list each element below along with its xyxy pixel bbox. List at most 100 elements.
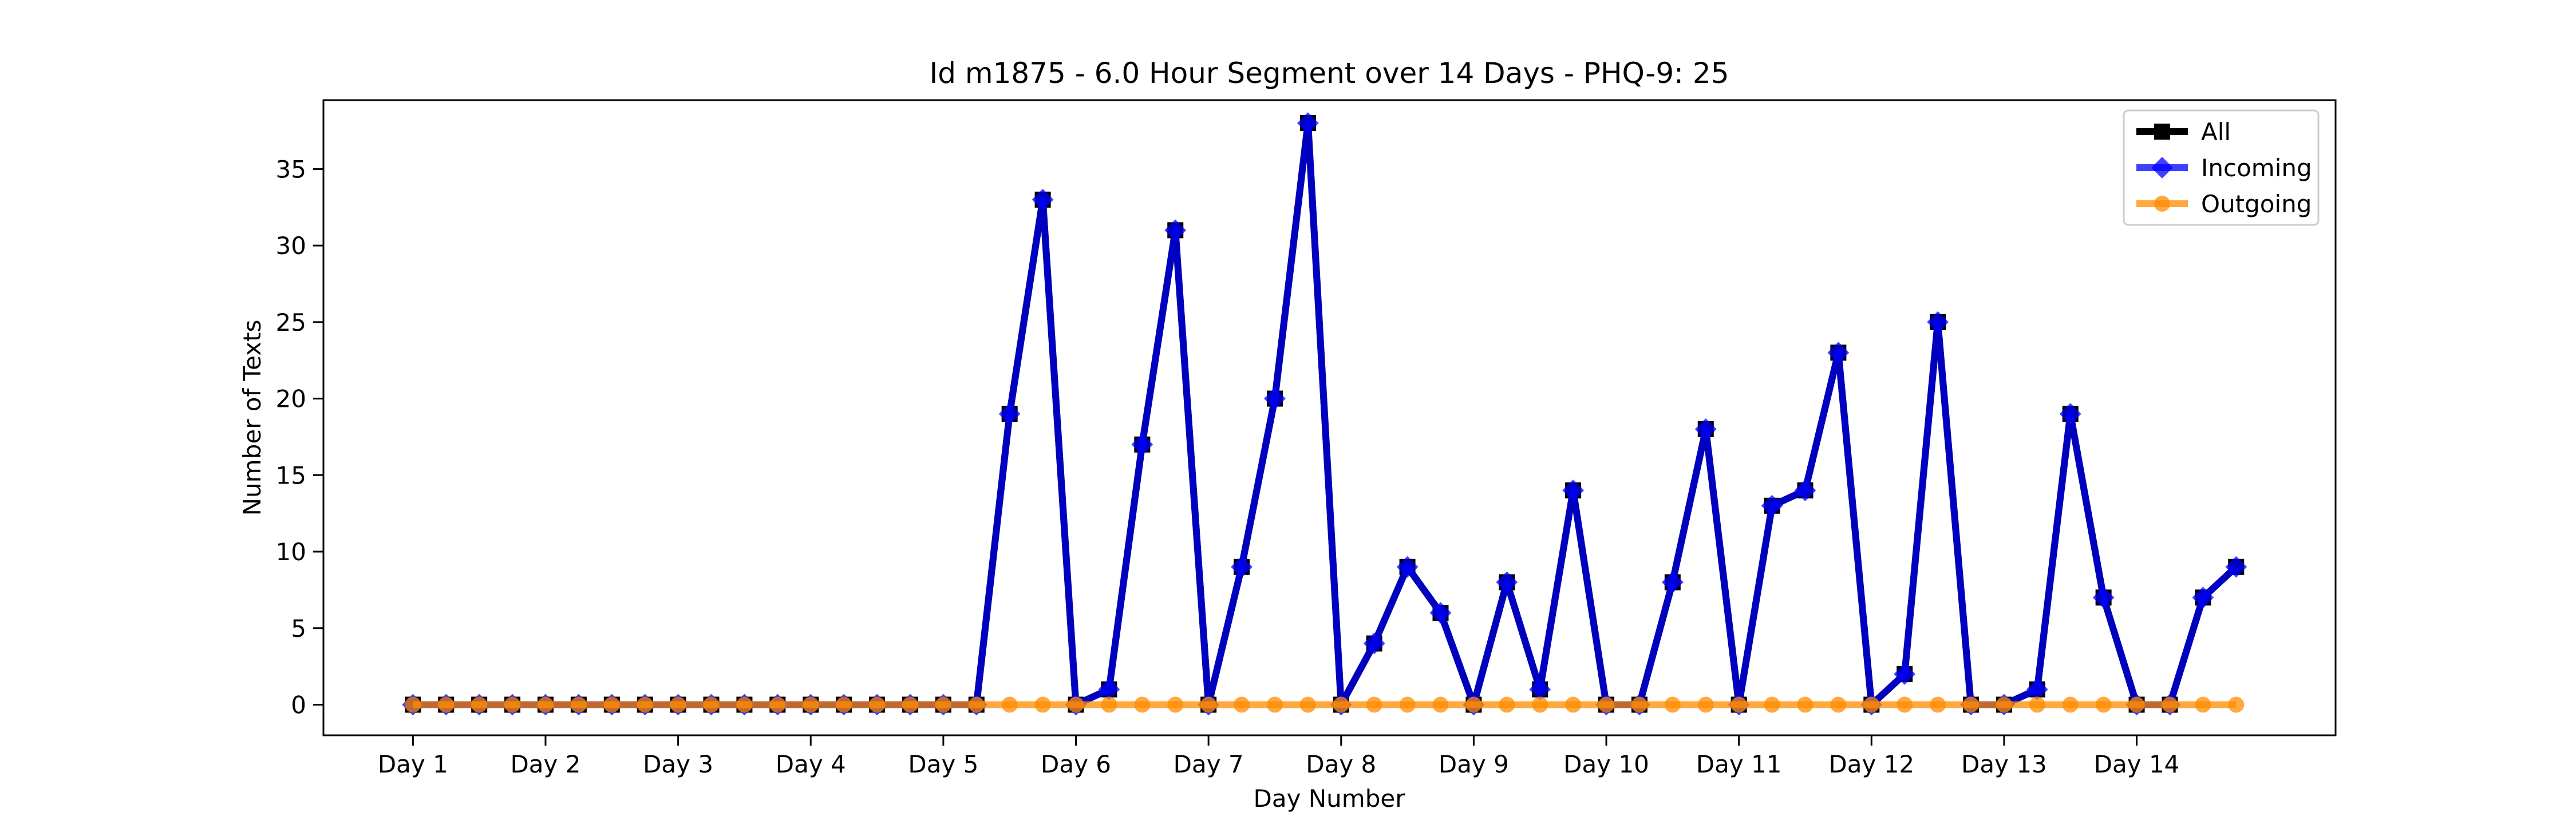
- plot-frame: [322, 99, 2337, 736]
- data-point-outgoing: [1101, 696, 1117, 713]
- chart-title: Id m1875 - 6.0 Hour Segment over 14 Days…: [929, 57, 1729, 90]
- data-point-outgoing: [1001, 696, 1018, 713]
- x-axis-label: Day Number: [1253, 785, 1405, 813]
- y-tick-label: 35: [276, 155, 306, 183]
- data-point-outgoing: [1764, 696, 1780, 713]
- data-point-outgoing: [968, 696, 985, 713]
- data-point-outgoing: [471, 696, 488, 713]
- data-point-outgoing: [1963, 696, 1980, 713]
- data-point-outgoing: [1565, 696, 1582, 713]
- data-point-outgoing: [803, 696, 819, 713]
- data-point-outgoing: [670, 696, 686, 713]
- plot-axes: 0 5 10 15 20 25 30 35 Day 1 Day 2 Day 3 Day 4 Day 5 D…: [276, 155, 2180, 778]
- legend-entry-all: All: [2136, 118, 2231, 146]
- data-point-incoming: [1429, 602, 1452, 624]
- data-point-incoming: [1164, 219, 1187, 241]
- data-point-outgoing: [1930, 696, 1946, 713]
- data-point-incoming: [1562, 480, 1585, 501]
- data-point-outgoing: [1234, 696, 1250, 713]
- data-point-outgoing: [2228, 696, 2245, 713]
- legend-swatch-marker: [2154, 196, 2170, 212]
- data-point-outgoing: [1134, 696, 1151, 713]
- data-point-incoming: [1529, 678, 1551, 700]
- data-point-incoming: [1264, 387, 1286, 410]
- data-point-incoming: [1827, 342, 1850, 364]
- legend-entry-outgoing: Outgoing: [2136, 190, 2312, 218]
- legend-label: All: [2201, 118, 2231, 146]
- data-point-incoming: [1761, 494, 1783, 517]
- data-point-outgoing: [1399, 696, 1416, 713]
- data-point-incoming: [1297, 112, 1319, 134]
- y-tick-label: 25: [276, 308, 306, 336]
- data-point-outgoing: [1830, 696, 1847, 713]
- y-tick-label: 15: [276, 461, 306, 489]
- x-tick-label: Day 11: [1696, 750, 1782, 778]
- x-tick-label: Day 1: [378, 750, 448, 778]
- data-point-incoming: [2225, 556, 2247, 578]
- data-point-outgoing: [1034, 696, 1051, 713]
- data-point-outgoing: [2128, 696, 2145, 713]
- legend-entry-incoming: Incoming: [2136, 154, 2312, 182]
- data-point-outgoing: [1167, 696, 1184, 713]
- data-point-outgoing: [1333, 696, 1349, 713]
- y-axis-label: Number of Texts: [238, 320, 266, 516]
- data-point-outgoing: [2062, 696, 2079, 713]
- x-tick-label: Day 9: [1439, 750, 1509, 778]
- y-tick-label: 0: [291, 691, 306, 719]
- x-tick-label: Day 5: [908, 750, 978, 778]
- data-point-incoming: [1032, 188, 1054, 211]
- data-point-incoming: [1363, 632, 1385, 655]
- series-lines: [402, 112, 2247, 716]
- data-point-outgoing: [836, 696, 852, 713]
- data-point-outgoing: [1200, 696, 1217, 713]
- y-tick-label: 5: [291, 615, 306, 643]
- data-point-incoming: [2026, 678, 2048, 700]
- data-point-outgoing: [769, 696, 786, 713]
- data-point-outgoing: [1068, 696, 1084, 713]
- data-point-outgoing: [2162, 696, 2178, 713]
- data-point-outgoing: [869, 696, 886, 713]
- series-incoming: [402, 112, 2247, 716]
- data-point-outgoing: [1697, 696, 1714, 713]
- x-tick-label: Day 12: [1828, 750, 1914, 778]
- data-point-outgoing: [1863, 696, 1880, 713]
- data-point-incoming: [1894, 663, 1916, 685]
- data-point-outgoing: [1664, 696, 1681, 713]
- data-point-outgoing: [438, 696, 455, 713]
- series-outgoing: [405, 696, 2245, 713]
- x-tick-label: Day 10: [1563, 750, 1649, 778]
- data-point-outgoing: [1797, 696, 1814, 713]
- data-point-outgoing: [935, 696, 951, 713]
- data-point-outgoing: [2095, 696, 2112, 713]
- data-point-outgoing: [570, 696, 587, 713]
- data-point-outgoing: [2029, 696, 2045, 713]
- data-point-outgoing: [1266, 696, 1283, 713]
- x-tick-label: Day 8: [1306, 750, 1376, 778]
- data-point-outgoing: [1465, 696, 1482, 713]
- x-tick-label: Day 2: [510, 750, 580, 778]
- x-tick-label: Day 7: [1174, 750, 1244, 778]
- data-point-incoming: [1927, 311, 1949, 333]
- data-point-incoming: [2059, 403, 2081, 425]
- data-point-outgoing: [1432, 696, 1449, 713]
- legend-swatch-marker: [2151, 157, 2173, 179]
- legend-box: [2123, 109, 2320, 226]
- data-point-outgoing: [1996, 696, 2012, 713]
- data-point-outgoing: [637, 696, 653, 713]
- data-point-outgoing: [1730, 696, 1747, 713]
- data-point-outgoing: [1897, 696, 1913, 713]
- data-point-outgoing: [603, 696, 620, 713]
- data-point-outgoing: [2195, 696, 2211, 713]
- data-point-outgoing: [703, 696, 720, 713]
- y-tick-label: 10: [276, 538, 306, 566]
- data-point-incoming: [1794, 480, 1816, 501]
- data-point-incoming: [1231, 556, 1253, 578]
- series-line-incoming: [413, 120, 2239, 708]
- x-tick-label: Day 6: [1041, 750, 1111, 778]
- data-point-incoming: [998, 403, 1021, 425]
- data-point-incoming: [2092, 587, 2115, 609]
- data-point-incoming: [1661, 571, 1684, 593]
- legend-label: Incoming: [2201, 154, 2312, 182]
- data-point-outgoing: [736, 696, 753, 713]
